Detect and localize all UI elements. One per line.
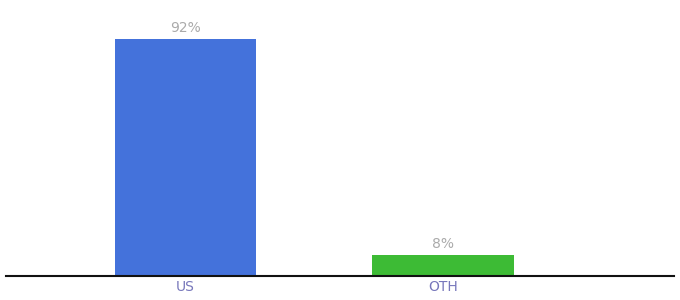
Bar [372,255,513,276]
Text: 92%: 92% [170,21,201,35]
Bar [115,39,256,276]
Text: 8%: 8% [432,237,454,251]
